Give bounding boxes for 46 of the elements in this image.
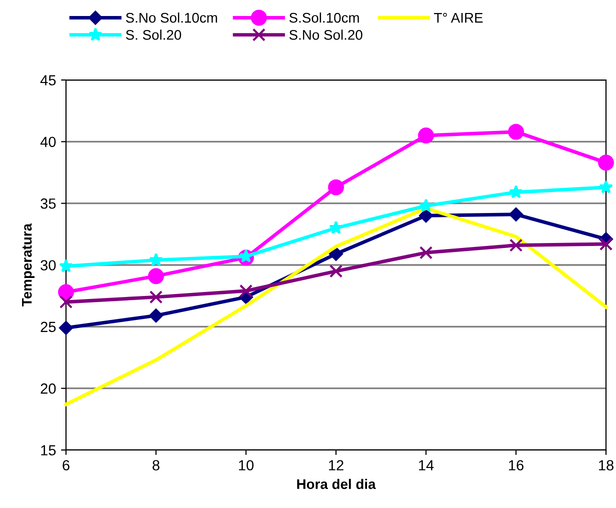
legend-label: S. Sol.20 [126,30,182,40]
y-tick-label: 40 [40,136,56,148]
point [329,220,343,234]
point [148,268,164,284]
x-tick-label: 12 [329,460,344,470]
point [419,208,433,223]
x-tick-label: 16 [509,460,524,470]
x-tick-label: 8 [152,460,160,470]
point [329,264,343,278]
legend-label: T° AIRE [434,12,483,23]
x-tick-label: 18 [599,460,614,470]
y-tick-label: 15 [41,445,56,456]
point [239,249,253,262]
x-tick-label: 10 [239,460,254,470]
point [149,308,163,323]
y-axis-title: Temperatura [22,223,35,306]
x-tick-label: 14 [419,460,434,470]
point [598,154,614,171]
y-tick-label: 45 [40,75,56,86]
point [419,246,433,260]
point [508,124,524,140]
x-axis-title: Hora del dia [297,478,376,490]
point [58,284,74,300]
legend-label: S.No Sol.20 [289,30,362,40]
x-tick-label: 6 [62,460,70,470]
point [509,184,523,198]
point [509,207,523,222]
point [419,198,433,212]
y-tick-label: 20 [40,383,56,394]
point [239,284,253,298]
legend-label: S.Sol.10cm [289,12,359,23]
point [149,290,163,304]
y-tick-label: 30 [40,260,56,270]
point [509,238,523,252]
point [329,246,343,261]
point [418,128,434,144]
point [149,252,163,266]
point [599,180,613,194]
point [59,258,73,272]
legend-label: S.No Sol.10cm [126,12,218,23]
point [599,237,613,251]
point [328,179,344,196]
y-tick-label: 35 [40,198,56,209]
point [59,295,73,309]
point [59,320,73,335]
y-tick-label: 25 [40,322,56,332]
